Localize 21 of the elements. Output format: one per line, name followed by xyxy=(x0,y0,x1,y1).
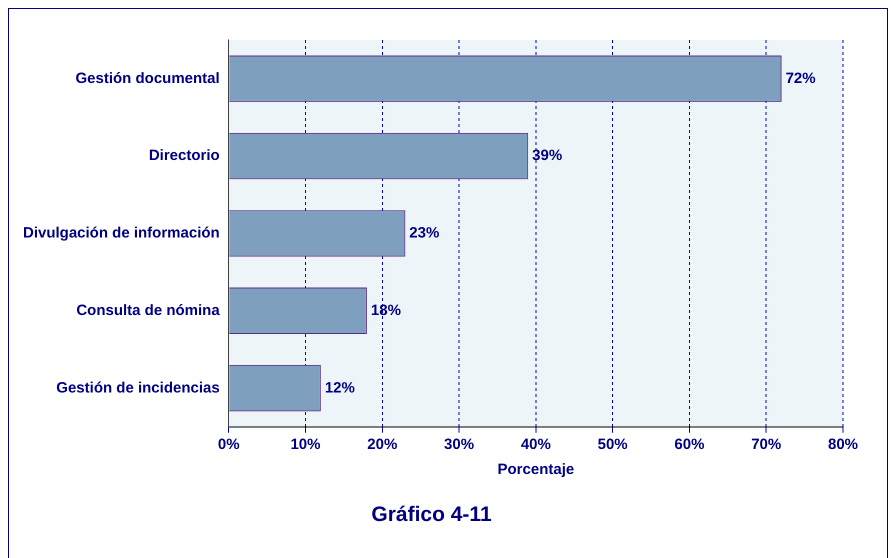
y-tick-label: Divulgación de información xyxy=(22,224,220,242)
data-label: 18% xyxy=(370,302,401,319)
data-label: 12% xyxy=(324,379,355,396)
y-tick-label: Consulta de nómina xyxy=(76,302,220,319)
x-tick-label: 60% xyxy=(674,436,704,453)
y-tick-label: Gestión de incidencias xyxy=(56,379,220,396)
x-tick-label: 0% xyxy=(218,436,240,453)
data-label: 39% xyxy=(532,147,562,164)
text: Gráfico 4-11 xyxy=(371,503,492,526)
data-label: 72% xyxy=(786,70,816,87)
x-tick-label: 40% xyxy=(520,436,551,453)
y-tick-label: Gestión documental xyxy=(76,70,220,87)
x-tick-label: 80% xyxy=(828,436,858,453)
x-tick-label: 20% xyxy=(367,436,398,453)
y-tick-label: Directorio xyxy=(148,147,220,164)
x-tick-label: 30% xyxy=(444,436,474,453)
data-label: 23% xyxy=(409,224,440,242)
x-axis-title: Porcentaje xyxy=(497,460,574,478)
x-tick-label: 50% xyxy=(598,436,628,453)
x-tick-label: 10% xyxy=(290,436,320,453)
x-tick-label: 70% xyxy=(751,436,782,453)
